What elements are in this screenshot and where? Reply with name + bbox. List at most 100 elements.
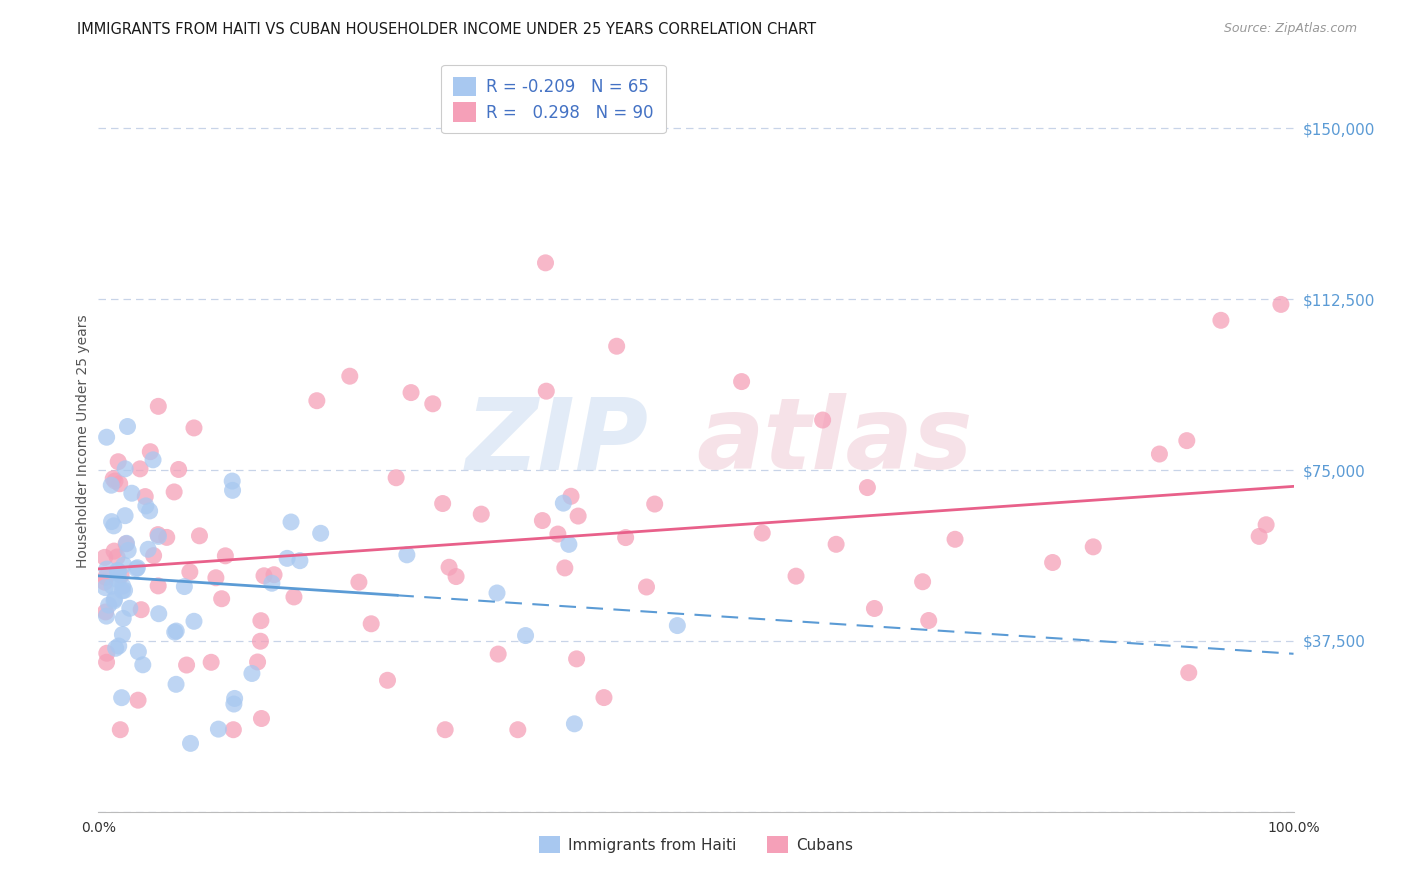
Point (94, 605, 117, 619)
Point (118, 601, 141, 615)
Point (1256, 517, 1278, 532)
Point (110, 723, 132, 737)
Point (644, 497, 666, 511)
Point (173, 580, 195, 594)
Point (96, 609, 118, 624)
Point (138, 504, 160, 518)
Point (250, 614, 273, 628)
Point (309, 526, 332, 541)
Point (127, 645, 149, 659)
Point (565, 652, 588, 666)
Point (666, 618, 689, 632)
Point (176, 658, 198, 673)
Point (730, 375, 752, 389)
Point (856, 481, 879, 495)
Point (347, 575, 370, 590)
Point (1083, 540, 1105, 554)
Point (614, 531, 637, 545)
Point (107, 573, 129, 587)
Point (260, 576, 283, 591)
Point (136, 542, 159, 557)
Point (107, 564, 129, 578)
Point (107, 564, 129, 578)
Point (200, 655, 222, 669)
Point (434, 723, 457, 737)
Point (180, 736, 202, 750)
Point (134, 490, 156, 504)
Point (249, 634, 271, 648)
Point (943, 533, 966, 547)
Point (112, 611, 135, 625)
Point (280, 515, 302, 529)
Point (567, 509, 589, 524)
Point (211, 591, 233, 606)
Text: ZIP: ZIP (465, 393, 648, 490)
Point (222, 723, 245, 737)
Point (515, 628, 537, 642)
Point (283, 590, 305, 604)
Point (100, 515, 122, 529)
Point (422, 397, 444, 411)
Point (560, 489, 582, 503)
Point (1177, 665, 1199, 680)
Point (536, 384, 558, 399)
Point (163, 485, 186, 500)
Point (606, 339, 628, 353)
Point (167, 462, 190, 476)
Point (188, 529, 211, 543)
Point (103, 544, 125, 558)
Point (437, 560, 460, 574)
Point (97, 598, 120, 612)
Point (121, 486, 143, 500)
Point (214, 549, 236, 563)
Point (103, 519, 125, 533)
Point (111, 627, 134, 641)
Point (1042, 556, 1064, 570)
Point (554, 561, 576, 575)
Point (163, 625, 186, 640)
Point (96, 646, 118, 660)
Point (165, 624, 187, 638)
Point (399, 385, 422, 400)
Point (103, 472, 125, 486)
Point (785, 569, 807, 583)
Point (117, 419, 139, 434)
Point (104, 474, 127, 488)
Point (107, 639, 129, 653)
Point (1149, 447, 1171, 461)
Legend: Immigrants from Haiti, Cubans: Immigrants from Haiti, Cubans (533, 830, 859, 860)
Point (114, 462, 136, 476)
Y-axis label: Householder Income Under 25 years: Householder Income Under 25 years (76, 315, 90, 568)
Point (205, 571, 228, 585)
Point (1209, 313, 1232, 327)
Point (288, 554, 311, 568)
Point (146, 527, 169, 541)
Point (142, 452, 165, 467)
Text: atlas: atlas (696, 393, 973, 490)
Point (636, 580, 658, 594)
Point (534, 256, 557, 270)
Point (111, 690, 134, 705)
Point (94, 570, 117, 584)
Point (132, 657, 155, 672)
Point (165, 677, 187, 691)
Point (377, 673, 399, 688)
Point (221, 483, 243, 498)
Point (1270, 297, 1292, 311)
Point (246, 655, 269, 669)
Point (104, 641, 127, 656)
Point (339, 369, 361, 384)
Text: Source: ZipAtlas.com: Source: ZipAtlas.com (1223, 22, 1357, 36)
Point (547, 527, 569, 541)
Point (385, 471, 408, 485)
Point (107, 566, 129, 581)
Point (114, 583, 136, 598)
Point (263, 567, 285, 582)
Point (139, 444, 162, 458)
Point (253, 569, 276, 583)
Point (142, 549, 165, 563)
Point (751, 526, 773, 541)
Point (156, 530, 179, 544)
Point (111, 579, 134, 593)
Point (506, 723, 529, 737)
